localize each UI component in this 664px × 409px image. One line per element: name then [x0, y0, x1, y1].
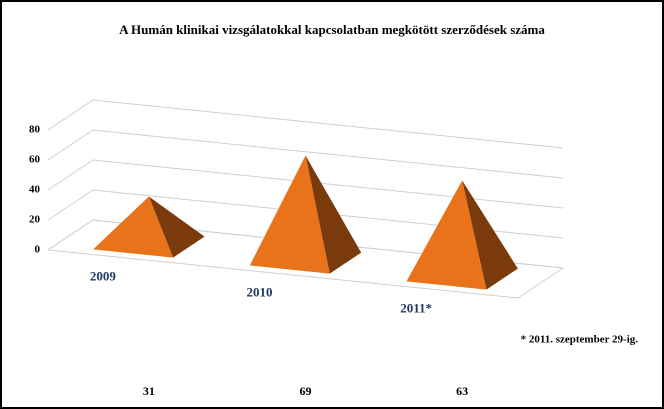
- pyramid-front: [406, 180, 487, 290]
- pyramid-side: [148, 196, 205, 258]
- chart-title: A Humán klinikai vizsgálatokkal kapcsola…: [119, 22, 545, 37]
- value-label: 31: [143, 384, 155, 398]
- y-tick-label: 0: [35, 244, 41, 256]
- value-label: 69: [300, 384, 312, 398]
- y-tick-label: 40: [29, 184, 41, 196]
- y-tick-label: 20: [29, 214, 41, 226]
- value-label: 63: [456, 384, 468, 398]
- x-tick-label: 2009: [90, 269, 117, 284]
- x-tick-label: 2010: [247, 285, 273, 300]
- x-tick-label: 2011*: [400, 301, 432, 316]
- pyramid-front: [93, 196, 174, 258]
- grid-line: [47, 219, 564, 269]
- grid-line: [47, 129, 564, 179]
- pyramid-side: [305, 155, 362, 274]
- y-tick-label: 80: [29, 124, 41, 136]
- pyramid-front: [249, 155, 330, 274]
- pyramid-side: [462, 180, 518, 290]
- grid-line: [47, 159, 564, 209]
- y-tick-label: 60: [29, 154, 41, 166]
- grid-line: [47, 99, 564, 149]
- grid-line: [47, 189, 564, 239]
- footnote: * 2011. szeptember 29-ig.: [521, 334, 639, 346]
